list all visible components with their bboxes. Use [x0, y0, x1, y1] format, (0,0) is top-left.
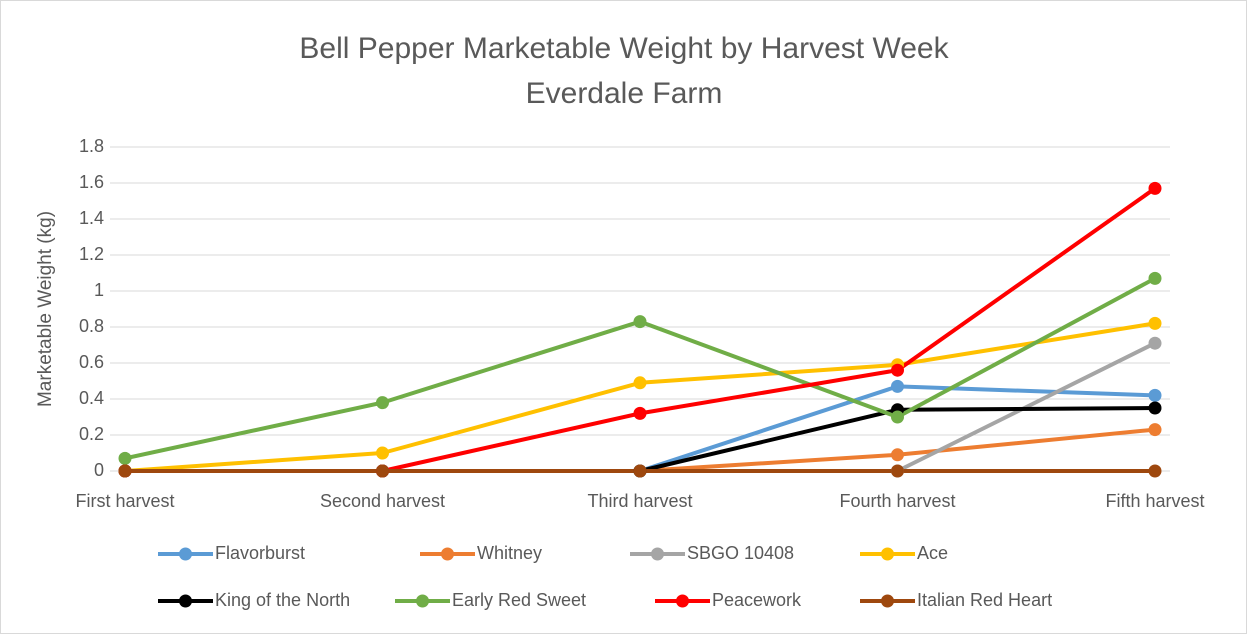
legend-swatch-marker: [179, 594, 192, 608]
legend-swatch-marker: [881, 594, 894, 608]
legend-label: Ace: [917, 543, 948, 563]
x-tick-label: First harvest: [75, 491, 174, 511]
y-axis-label: Marketable Weight (kg): [35, 211, 56, 407]
y-tick-label: 0.6: [79, 352, 104, 372]
legend-swatch-marker: [416, 594, 429, 608]
series-marker: [1148, 401, 1162, 415]
y-tick-label: 1.4: [79, 208, 104, 228]
series-marker: [891, 363, 904, 377]
series-marker: [633, 406, 647, 420]
series-marker: [633, 315, 647, 329]
x-tick-label: Second harvest: [320, 491, 445, 511]
x-tick-label: Third harvest: [587, 491, 692, 511]
legend-label: Italian Red Heart: [917, 590, 1052, 610]
legend-label: SBGO 10408: [687, 543, 794, 563]
y-tick-label: 1.2: [79, 244, 104, 264]
chart-title: Bell Pepper Marketable Weight by Harvest…: [299, 32, 949, 65]
x-tick-label: Fifth harvest: [1105, 491, 1204, 511]
legend-label: Early Red Sweet: [452, 590, 586, 610]
series-marker: [376, 464, 389, 478]
y-tick-label: 0.2: [79, 424, 104, 444]
series-marker: [891, 464, 904, 478]
chart-subtitle: Everdale Farm: [526, 77, 723, 110]
legend-swatch-marker: [441, 547, 454, 561]
y-tick-label: 0: [94, 460, 104, 480]
legend-label: Flavorburst: [215, 543, 305, 563]
series-marker: [891, 410, 904, 424]
legend-swatch-marker: [676, 594, 689, 608]
series-marker: [118, 464, 132, 478]
y-tick-label: 1.6: [79, 172, 104, 192]
series-marker: [1148, 271, 1162, 285]
legend-label: King of the North: [215, 590, 350, 610]
legend-label: Whitney: [477, 543, 542, 563]
series-marker: [1148, 181, 1162, 195]
series-marker: [891, 448, 904, 462]
series-marker: [1148, 388, 1162, 402]
series-marker: [376, 396, 389, 410]
series-marker: [891, 379, 904, 393]
series-marker: [1148, 336, 1162, 350]
legend-swatch-marker: [881, 547, 894, 561]
series-marker: [1148, 423, 1162, 437]
series-marker: [633, 376, 647, 390]
legend-swatch-marker: [179, 547, 192, 561]
series-marker: [1148, 464, 1162, 478]
y-tick-label: 1: [94, 280, 104, 300]
y-tick-label: 0.4: [79, 388, 104, 408]
series-marker: [633, 464, 647, 478]
legend-label: Peacework: [712, 590, 802, 610]
series-marker: [1148, 316, 1162, 330]
x-tick-label: Fourth harvest: [839, 491, 955, 511]
y-tick-label: 1.8: [79, 136, 104, 156]
legend-swatch-marker: [651, 547, 664, 561]
y-tick-label: 0.8: [79, 316, 104, 336]
series-marker: [118, 451, 132, 465]
series-marker: [376, 446, 389, 460]
